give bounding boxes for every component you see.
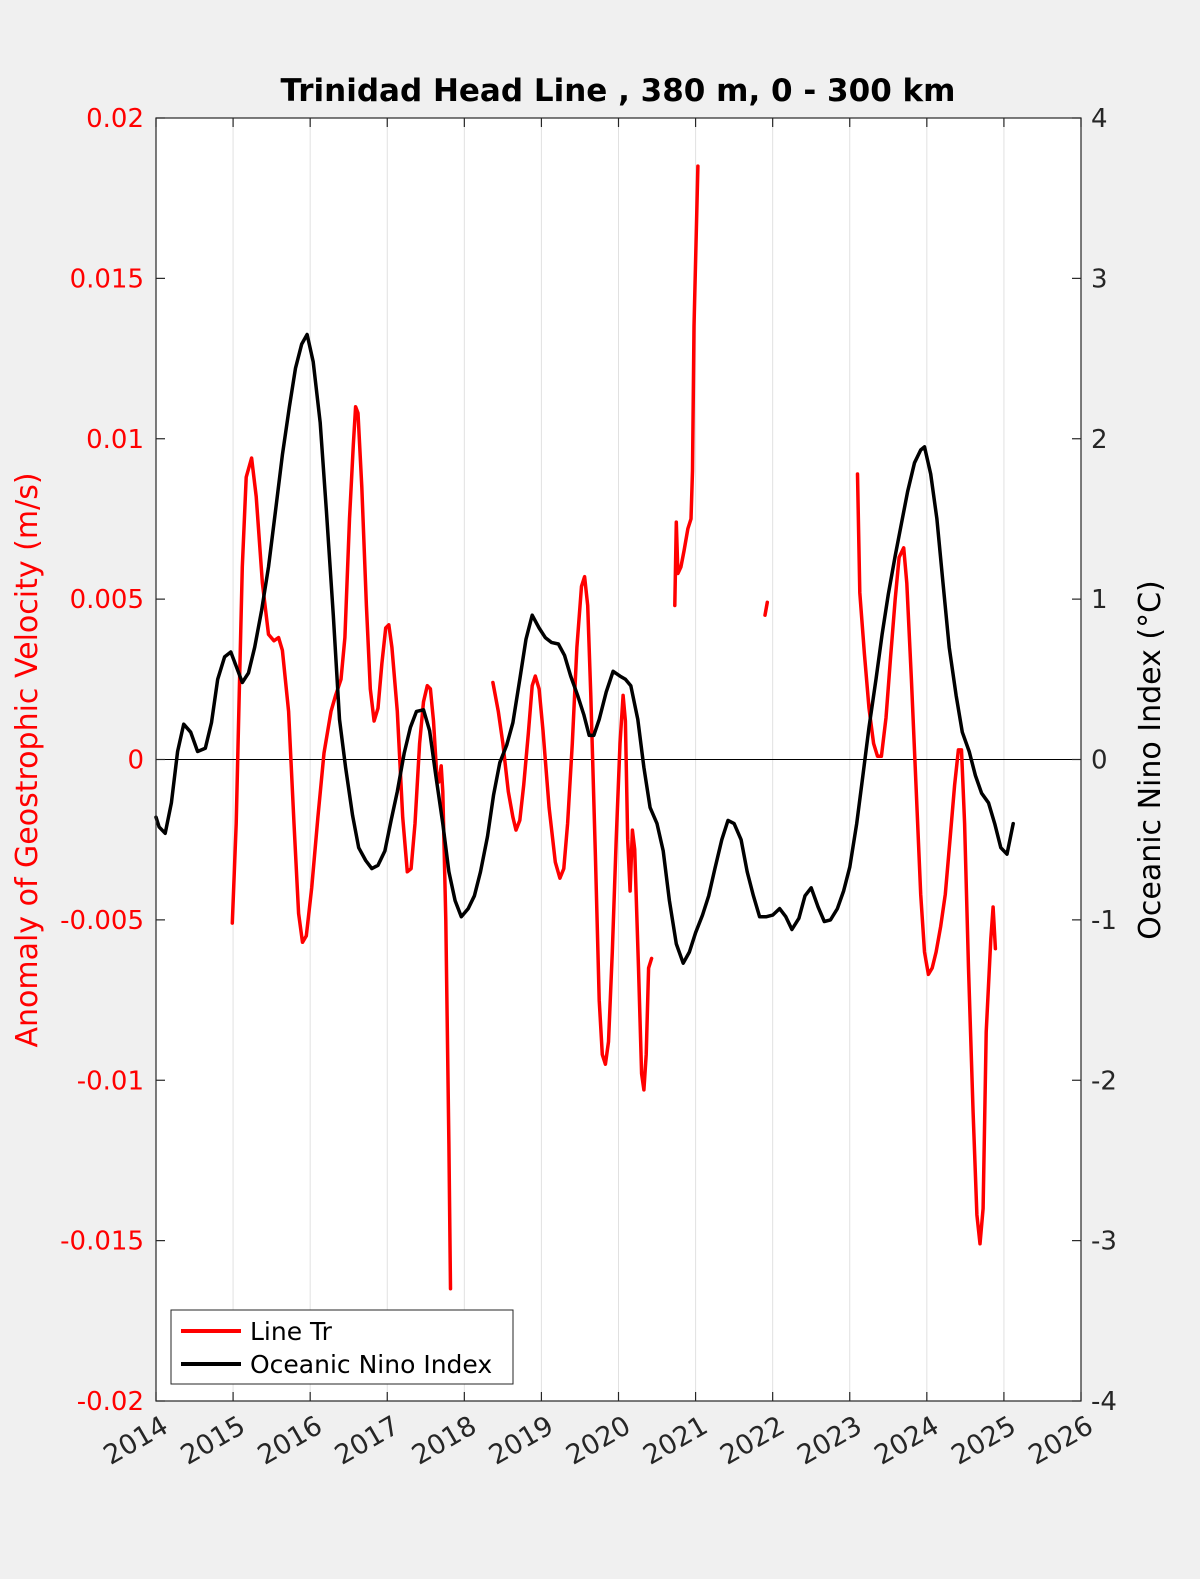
- x-tick-label: 2020: [561, 1410, 636, 1471]
- y-left-tick-label: 0.02: [86, 104, 144, 134]
- series-line-line-tr: [855, 472, 998, 1246]
- y-left-tick-label: 0: [127, 746, 144, 776]
- x-tick-label: 2024: [869, 1410, 944, 1471]
- x-tick-label: 2025: [946, 1410, 1021, 1471]
- y-axis-right: -4 -3 -2 -1 0 1 2 3 4: [1072, 104, 1117, 1417]
- y-right-tick-label: -1: [1091, 906, 1117, 936]
- series-line-line-tr: [491, 574, 654, 1092]
- y-right-tick-label: -4: [1091, 1387, 1117, 1417]
- x-tick-label: 2017: [330, 1410, 405, 1471]
- y-left-tick-label: -0.005: [60, 906, 144, 936]
- x-tick-label: 2021: [638, 1410, 713, 1471]
- x-tick-label: 2014: [98, 1410, 173, 1471]
- x-tick-label: 2022: [715, 1410, 790, 1471]
- y-right-tick-label: 3: [1091, 264, 1108, 294]
- y-right-tick-label: -3: [1091, 1227, 1117, 1257]
- y-axis-right-label: Oceanic Nino Index (°C): [1133, 580, 1168, 940]
- y-left-tick-label: -0.02: [77, 1387, 144, 1417]
- y-right-tick-label: 2: [1091, 425, 1108, 455]
- y-right-tick-label: 1: [1091, 585, 1108, 615]
- y-left-tick-label: 0.015: [70, 264, 144, 294]
- series-line-line-tr: [673, 164, 700, 608]
- y-right-tick-label: 4: [1091, 104, 1108, 134]
- y-left-tick-label: 0.005: [70, 585, 144, 615]
- y-right-tick-label: -2: [1091, 1066, 1117, 1096]
- legend-box: [170, 1309, 514, 1385]
- x-tick-label: 2019: [484, 1410, 559, 1471]
- x-tick-label: 2018: [407, 1410, 482, 1471]
- x-tick-label: 2015: [176, 1410, 251, 1471]
- legend-label-line-tr: Line Tr: [250, 1317, 333, 1346]
- y-left-tick-label: -0.01: [77, 1066, 144, 1096]
- x-tick-label: 2023: [792, 1410, 867, 1471]
- y-axis-left-label: Anomaly of Geostrophic Velocity (m/s): [10, 472, 45, 1047]
- y-left-tick-label: 0.01: [86, 425, 144, 455]
- y-right-tick-label: 0: [1091, 746, 1108, 776]
- series-line-oceanic-nino-index: [154, 332, 1015, 965]
- x-tick-label: 2026: [1023, 1410, 1098, 1471]
- x-tick-label: 2016: [253, 1410, 328, 1471]
- legend: Line Tr Oceanic Nino Index: [170, 1309, 514, 1385]
- y-axis-left: -0.02 -0.015 -0.01 -0.005 0 0.005 0.01 0.015 0.0…: [60, 104, 165, 1417]
- y-left-tick-label: -0.015: [60, 1227, 144, 1257]
- series-layer: [154, 164, 1015, 1291]
- series-line-line-tr: [763, 600, 770, 617]
- chart-title: Trinidad Head Line , 380 m, 0 - 300 km: [281, 73, 956, 109]
- legend-label-oceanic-nino-index: Oceanic Nino Index: [250, 1350, 492, 1379]
- series-line-line-tr: [230, 404, 453, 1291]
